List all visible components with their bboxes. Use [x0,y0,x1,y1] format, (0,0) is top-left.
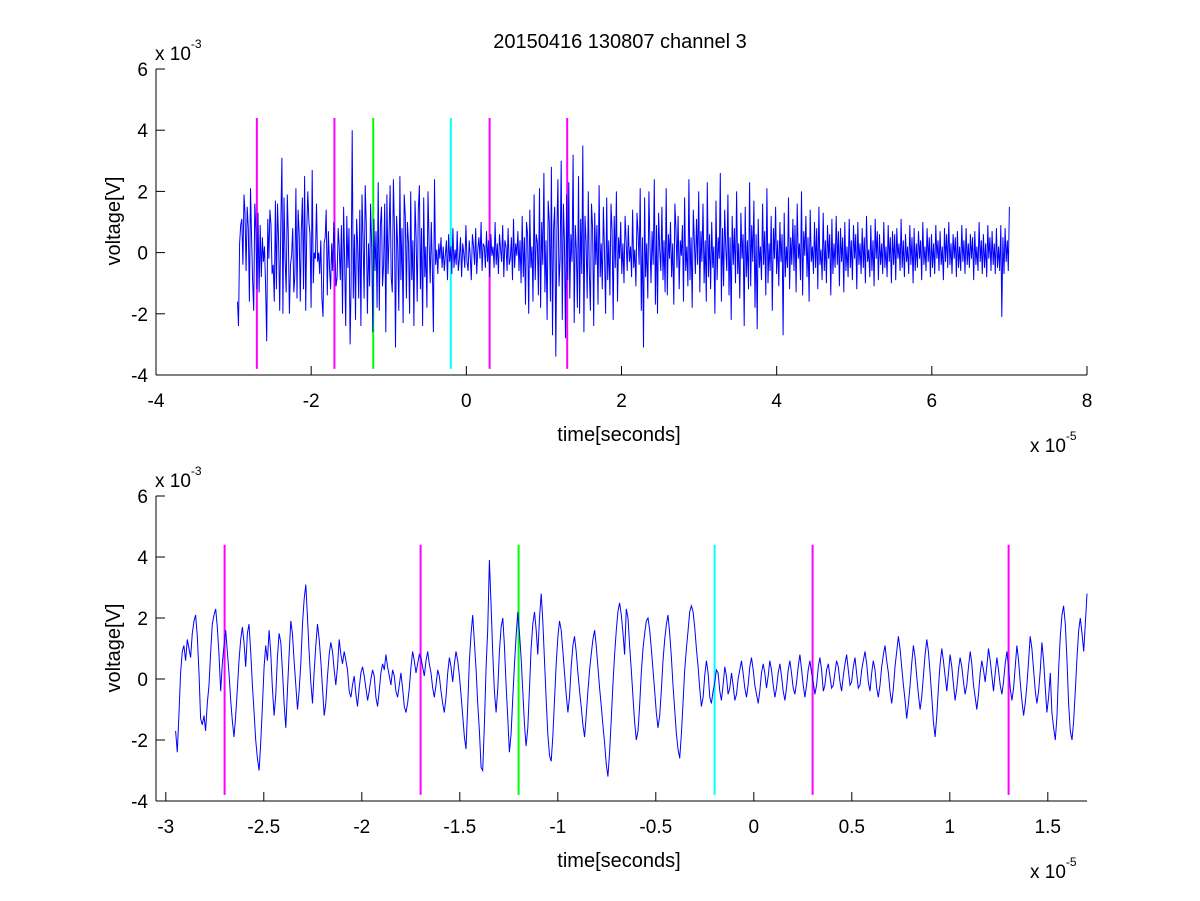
bottom-x-multiplier-base: x 10 [1030,862,1066,883]
top-x-multiplier: x 10-5 [1030,429,1077,457]
top-x-tick-label: 4 [771,391,782,412]
top-y-axis-label: voltage[V] [103,177,125,266]
top-x-multiplier-exponent: -5 [1066,429,1077,443]
top-x-tick-label: 2 [616,391,627,412]
top-y-tick-label: -2 [131,305,148,326]
bottom-x-tick-label: 0.5 [839,817,865,838]
bottom-x-tick-label: -3 [157,817,174,838]
chart-title: 20150416 130807 channel 3 [493,31,747,53]
bottom-y-multiplier-exponent: -3 [191,464,202,478]
top-y-multiplier-exponent: -3 [191,37,202,51]
top-y-multiplier-base: x 10 [155,44,191,65]
top-y-tick-label: -4 [131,366,148,387]
bottom-x-tick-label: -2 [353,817,370,838]
bottom-x-tick-label: -1.5 [443,817,476,838]
bottom-x-tick-label: -0.5 [639,817,672,838]
top-x-tick-label: 6 [927,391,938,412]
top-y-tick-label: 4 [137,121,148,142]
bottom-x-tick-label: 0 [749,817,760,838]
top-ticks: -4 -2 0 2 4 6 8 -4 -2 0 2 4 6 [131,60,1092,412]
top-x-tick-label: -4 [148,391,165,412]
bottom-x-tick-label: -1 [549,817,566,838]
top-x-tick-label: 8 [1082,391,1093,412]
bottom-y-tick-label: -4 [131,792,148,813]
top-y-tick-label: 6 [137,60,148,81]
bottom-axes [155,496,1087,802]
bottom-y-tick-label: -2 [131,731,148,752]
bottom-signal-line [175,559,1088,777]
top-y-tick-label: 0 [137,244,148,265]
bottom-x-axis-label: time[seconds] [557,850,680,872]
bottom-x-tick-label: 1.5 [1035,817,1061,838]
bottom-y-tick-label: 0 [137,670,148,691]
bottom-x-tick-label: 1 [945,817,956,838]
bottom-y-tick-label: 4 [137,548,148,569]
top-x-tick-label: -2 [303,391,320,412]
bottom-y-multiplier: x 10-3 [155,464,202,492]
top-x-axis-label: time[seconds] [557,424,680,446]
bottom-y-multiplier-base: x 10 [155,471,191,492]
bottom-x-multiplier: x 10-5 [1030,855,1077,883]
top-signal-line [237,130,1010,357]
top-x-tick-label: 0 [461,391,472,412]
bottom-x-tick-label: -2.5 [247,817,280,838]
top-y-multiplier: x 10-3 [155,37,202,65]
top-x-multiplier-base: x 10 [1030,436,1066,457]
bottom-ticks: -3 -2.5 -2 -1.5 -1 -0.5 0 0.5 1 1.5 -4 -2 0 2 4 6 [131,487,1061,838]
bottom-x-multiplier-exponent: -5 [1066,855,1077,869]
top-y-tick-label: 2 [137,182,148,203]
bottom-y-axis-label: voltage[V] [103,604,125,693]
bottom-y-tick-label: 2 [137,609,148,630]
bottom-y-tick-label: 6 [137,487,148,508]
